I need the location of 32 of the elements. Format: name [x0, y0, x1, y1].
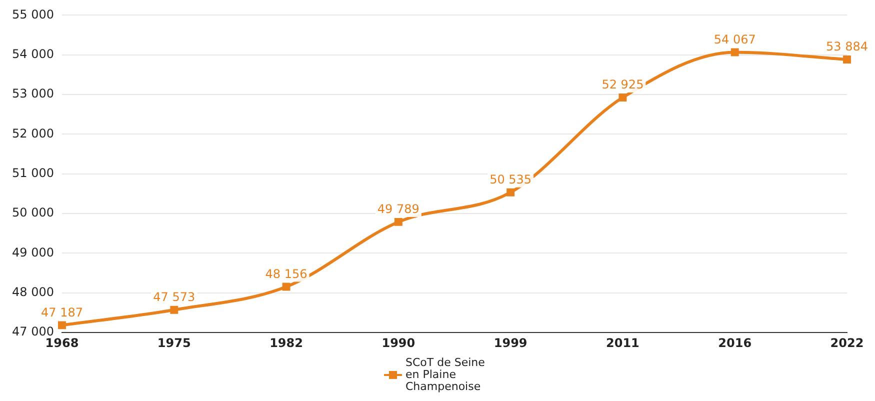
- data-label: 48 156: [265, 266, 308, 281]
- data-label: 54 067: [714, 32, 756, 46]
- x-tick-label: 1990: [382, 336, 416, 350]
- y-tick-label: 51 000: [12, 166, 54, 180]
- y-tick-label: 55 000: [12, 7, 54, 22]
- y-tick-label: 49 000: [12, 245, 54, 260]
- point: [506, 188, 515, 196]
- point: [170, 306, 178, 314]
- x-tick-label: 1975: [157, 336, 191, 350]
- x-tick-label: 2016: [718, 336, 752, 350]
- x-tick-label: 1999: [494, 336, 528, 350]
- y-tick-label: 52 000: [12, 126, 54, 140]
- y-tick-label: 54 000: [12, 47, 54, 61]
- x-tick-label: 2011: [606, 336, 640, 350]
- y-tick-label: 50 000: [12, 206, 54, 220]
- point: [282, 282, 290, 291]
- point: [730, 48, 739, 56]
- point: [843, 56, 851, 64]
- x-tick-label: 2022: [830, 336, 864, 350]
- data-label: 49 789: [377, 202, 420, 216]
- data-label: 47 573: [153, 290, 196, 304]
- data-label: 53 884: [826, 40, 868, 54]
- point: [394, 218, 402, 226]
- legend-label: SCoT de Seine en Plaine Champenoise: [406, 356, 486, 393]
- data-label: 47 187: [40, 305, 83, 320]
- y-tick-label: 53 000: [12, 86, 54, 101]
- x-tick-label: 1982: [270, 336, 303, 350]
- data-label: 52 925: [602, 78, 644, 92]
- point: [618, 94, 627, 102]
- y-tick-label: 48 000: [12, 285, 54, 300]
- point: [58, 321, 66, 330]
- data-label: 50 535: [490, 172, 532, 186]
